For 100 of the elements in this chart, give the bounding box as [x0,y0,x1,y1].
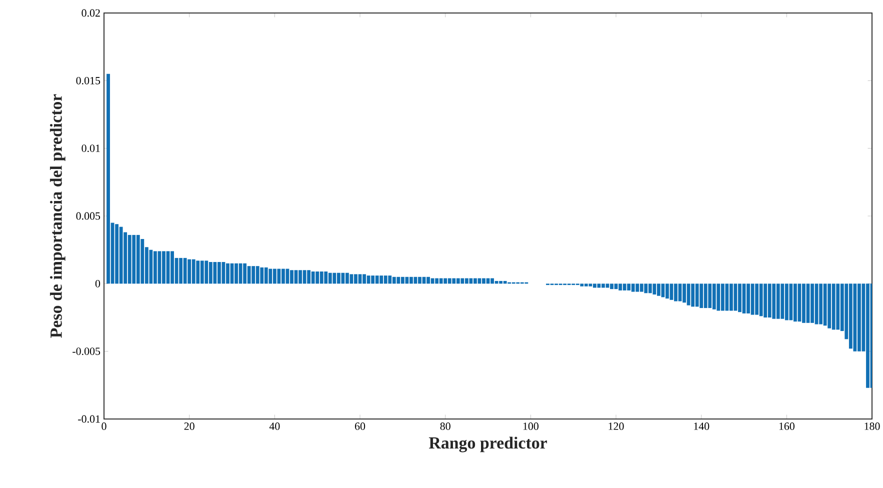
bar [409,276,413,284]
bar [179,258,183,284]
bar [708,284,712,308]
bar [661,284,665,298]
bar [678,284,682,302]
bar [132,234,136,284]
bar [648,284,652,294]
bar [640,284,644,292]
bar [712,284,716,310]
x-tick-label: 100 [523,422,538,430]
bar [580,284,584,286]
bar [341,272,345,284]
bar [153,251,157,284]
bar [362,274,366,284]
bar [460,278,464,284]
bar [622,284,626,290]
bar [170,251,174,284]
bar [208,262,212,284]
bar [439,278,443,284]
x-tick-label: 120 [608,422,624,430]
bar [592,284,596,288]
bar [588,284,592,286]
bar [695,284,699,307]
bar [784,284,788,320]
bar [320,271,324,284]
bar [469,278,473,284]
bar [200,260,204,284]
bar [503,280,507,284]
y-tick-label: 0.005 [76,212,100,220]
bar [652,284,656,294]
bar [597,284,601,288]
bar [264,267,268,284]
bar [298,270,302,284]
bar [674,284,678,302]
bar [354,274,358,284]
bar [490,278,494,284]
x-tick-label: 160 [779,422,794,430]
bar [426,276,430,284]
bar [853,284,857,352]
bar [836,284,840,330]
bar [716,284,720,311]
bar [789,284,793,320]
bar [764,284,768,318]
bar [375,276,379,284]
bar [226,263,230,284]
bar [725,284,729,311]
x-tick-label: 140 [694,422,710,430]
bar [115,224,119,284]
x-tick-label: 180 [864,422,880,430]
bar [482,278,486,284]
y-tick-label: 0.01 [82,144,100,152]
bar [768,284,772,318]
bar [247,266,251,284]
bar [644,284,648,294]
bar [464,278,468,284]
bar [456,278,460,284]
bar [392,276,396,284]
x-tick-label: 20 [184,422,194,430]
x-tick-label: 40 [269,422,280,430]
bar [772,284,776,319]
bar [832,284,836,330]
y-tick-label: 0 [95,280,100,288]
bar [119,226,123,284]
bar [196,260,200,284]
bar [213,262,217,284]
bar [610,284,614,290]
bar [828,284,832,328]
bar [217,262,221,284]
bar [656,284,660,296]
bar [418,276,422,284]
bar [149,250,153,284]
bar [260,267,264,284]
bar [290,270,294,284]
bar [691,284,695,307]
bar [631,284,635,292]
bar [444,278,448,284]
bar [272,268,276,284]
bar [819,284,823,324]
y-tick-label: -0.01 [78,415,100,423]
bar [384,276,388,284]
bar [388,276,392,284]
bar [738,284,742,312]
x-tick-label: 80 [440,422,450,430]
bar [183,258,187,284]
bar [584,284,588,286]
bar [371,276,375,284]
bar [435,278,439,284]
bar [380,276,384,284]
bar [848,284,852,349]
bar [802,284,806,323]
bar [106,74,110,284]
bar [636,284,640,292]
bar [136,234,140,284]
bar [277,268,281,284]
bar [400,276,404,284]
bar [700,284,704,308]
bar [704,284,708,308]
bar [682,284,686,303]
x-axis-title: Rango predictor [428,436,547,452]
bar [140,239,144,284]
